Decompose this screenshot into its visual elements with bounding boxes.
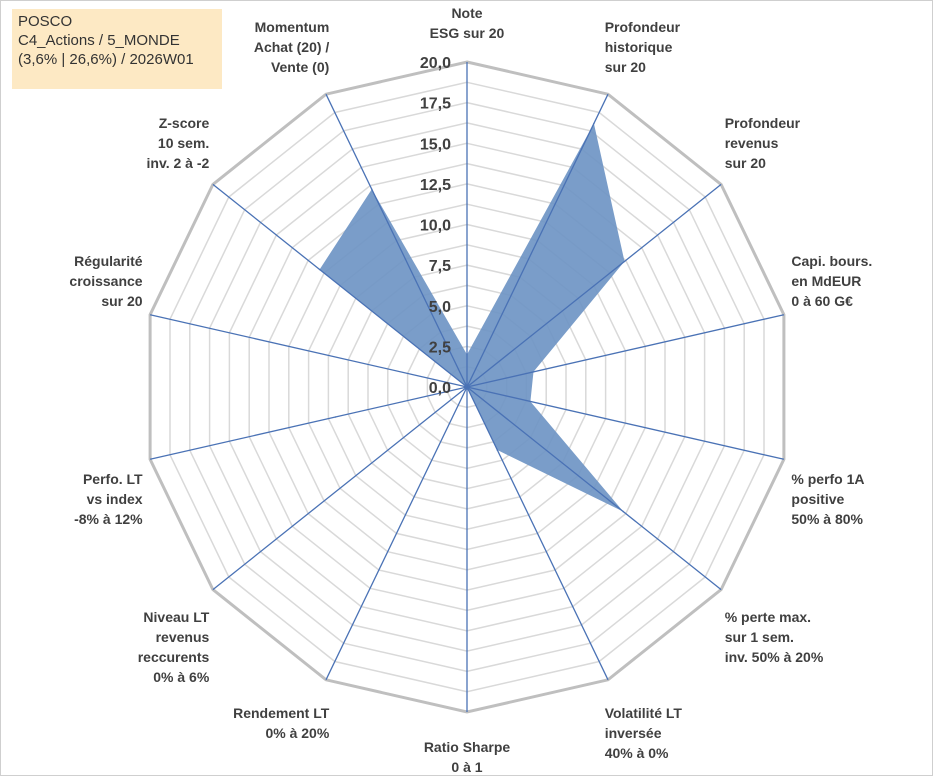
axis-label: Niveau LT revenus reccurents 0% à 6%	[138, 609, 210, 685]
radar-spoke	[325, 386, 468, 681]
axis-label-line: sur 20	[605, 59, 646, 75]
tick-label: 0,0	[429, 380, 451, 397]
axis-label-line: historique	[605, 39, 673, 55]
axis-label: Z-score 10 sem. inv. 2 à -2	[147, 115, 210, 171]
axis-label: Volatilité LT inversée 40% à 0%	[605, 705, 683, 761]
axis-label-line: reccurents	[138, 649, 210, 665]
axis-label-line: inv. 50% à 20%	[725, 649, 824, 665]
axis-label-line: sur 20	[725, 155, 766, 171]
series-area	[319, 123, 625, 512]
tick-label: 10,0	[420, 218, 451, 235]
tick-label: 5,0	[429, 299, 451, 316]
axis-label: Profondeur revenus sur 20	[725, 115, 801, 171]
axis-label-line: inversée	[605, 725, 662, 741]
axis-label: Régularité croissance sur 20	[69, 253, 142, 309]
tick-label: 20,0	[420, 55, 451, 72]
axis-label-line: Note	[451, 5, 482, 21]
axis-label-line: % perte max.	[725, 609, 811, 625]
radar-spoke	[466, 93, 609, 388]
tick-label: 2,5	[429, 339, 451, 356]
axis-label: Momentum Achat (20) / Vente (0)	[254, 19, 330, 75]
axis-label: Capi. bours. en MdEUR 0 à 60 G€	[791, 253, 872, 309]
radar-series	[318, 122, 626, 513]
tick-label: 15,0	[420, 136, 451, 153]
radar-spoke	[149, 386, 468, 460]
axis-label-line: revenus	[725, 135, 779, 151]
axis-label: Rendement LT 0% à 20%	[233, 705, 330, 741]
axis-label: % perte max. sur 1 sem. inv. 50% à 20%	[725, 609, 824, 665]
axis-label-line: 0 à 60 G€	[791, 293, 853, 309]
axis-label: Profondeur historique sur 20	[605, 19, 681, 75]
axis-label-line: 10 sem.	[158, 135, 209, 151]
axis-label-line: Profondeur	[725, 115, 801, 131]
info-line-category: C4_Actions / 5_MONDE	[18, 32, 180, 49]
info-box: POSCO C4_Actions / 5_MONDE (3,6% | 26,6%…	[12, 9, 222, 89]
axis-label-line: vs index	[87, 491, 143, 507]
radar-spoke	[149, 314, 468, 388]
axis-labels: Note ESG sur 20 Profondeur historique sur 20…	[69, 5, 872, 775]
axis-label-line: Vente (0)	[271, 59, 329, 75]
axis-label-line: Perfo. LT	[83, 471, 143, 487]
axis-label-line: inv. 2 à -2	[147, 155, 210, 171]
axis-label-line: 0 à 1	[451, 759, 482, 775]
axis-label-line: Momentum	[255, 19, 330, 35]
tick-label: 7,5	[429, 258, 451, 275]
axis-label-line: sur 20	[101, 293, 142, 309]
axis-label-line: Volatilité LT	[605, 705, 683, 721]
radar-spoke	[212, 183, 468, 388]
axis-label-line: Capi. bours.	[791, 253, 872, 269]
axis-label-line: Régularité	[74, 253, 143, 269]
axis-label-line: -8% à 12%	[74, 511, 143, 527]
axis-label-line: sur 1 sem.	[725, 629, 794, 645]
axis-label: Perfo. LT vs index -8% à 12%	[74, 471, 143, 527]
radar-spokes	[149, 62, 785, 712]
radar-spoke	[325, 93, 468, 388]
radar-spoke	[466, 183, 722, 388]
axis-label-line: Rendement LT	[233, 705, 330, 721]
axis-label-line: 50% à 80%	[791, 511, 863, 527]
axis-label-line: Ratio Sharpe	[424, 739, 511, 755]
axis-label-line: revenus	[156, 629, 210, 645]
radar-spoke	[212, 386, 468, 591]
radial-tick-labels: 0,0 2,5 5,0 7,5 10,0 12,5 15,0 17,5 20,0	[420, 55, 451, 397]
axis-label-line: 0% à 20%	[265, 725, 329, 741]
axis-label-line: % perfo 1A	[791, 471, 864, 487]
tick-label: 12,5	[420, 177, 451, 194]
axis-label-line: Z-score	[159, 115, 210, 131]
axis-label: % perfo 1A positive 50% à 80%	[791, 471, 864, 527]
axis-label-line: 40% à 0%	[605, 745, 669, 761]
axis-label-line: ESG sur 20	[430, 25, 505, 41]
axis-label: Ratio Sharpe 0 à 1	[424, 739, 511, 775]
radar-spoke	[466, 386, 785, 460]
axis-label-line: positive	[791, 491, 844, 507]
axis-label-line: croissance	[69, 273, 142, 289]
axis-label-line: Achat (20) /	[254, 39, 330, 55]
radar-spoke	[466, 386, 609, 681]
axis-label-line: 0% à 6%	[153, 669, 210, 685]
axis-label-line: Niveau LT	[143, 609, 209, 625]
info-line-company: POSCO	[18, 13, 73, 30]
radar-spoke	[466, 314, 785, 388]
axis-label: Note ESG sur 20	[430, 5, 505, 41]
axis-label-line: en MdEUR	[791, 273, 861, 289]
radar-spoke	[466, 386, 722, 591]
axis-label-line: Profondeur	[605, 19, 681, 35]
info-line-period: (3,6% | 26,6%) / 2026W01	[18, 51, 194, 68]
tick-label: 17,5	[420, 96, 451, 113]
